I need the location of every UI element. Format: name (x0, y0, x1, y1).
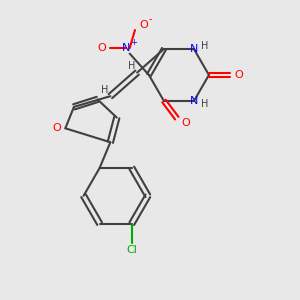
Text: N: N (190, 96, 198, 106)
Text: H: H (201, 99, 208, 109)
Text: +: + (130, 38, 137, 47)
Text: O: O (139, 20, 148, 30)
Text: O: O (181, 118, 190, 128)
Text: H: H (128, 61, 136, 71)
Text: O: O (98, 43, 106, 53)
Text: N: N (122, 43, 130, 53)
Text: O: O (235, 70, 243, 80)
Text: H: H (101, 85, 109, 95)
Text: N: N (190, 44, 198, 54)
Text: Cl: Cl (126, 245, 137, 255)
Text: O: O (52, 123, 61, 133)
Text: -: - (148, 14, 152, 24)
Text: H: H (201, 41, 208, 51)
